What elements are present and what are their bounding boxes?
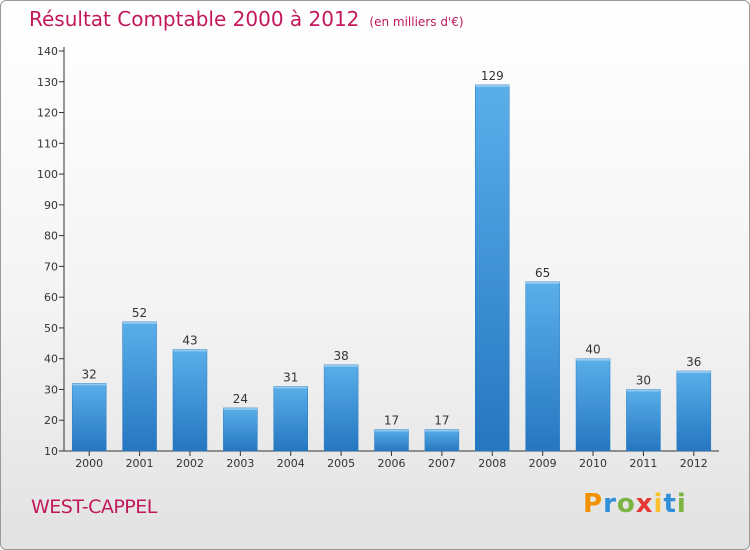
bar-highlight [223, 407, 258, 410]
y-tick-label: 10 [44, 445, 58, 458]
bar-highlight [626, 389, 661, 392]
y-tick-label: 30 [44, 383, 58, 396]
bar [676, 370, 712, 452]
y-tick-label: 20 [44, 414, 58, 427]
y-tick-label: 80 [44, 230, 58, 243]
logo-letter: t [663, 489, 677, 519]
logo-letter: i [676, 489, 687, 519]
y-tick-label: 60 [44, 291, 58, 304]
chart-title: Résultat Comptable 2000 à 2012 (en millie… [29, 7, 464, 31]
y-tick-label: 120 [37, 107, 58, 120]
bar-value-label: 65 [535, 266, 550, 280]
bar-highlight [525, 281, 560, 284]
bar [223, 407, 258, 452]
x-tick-label: 2004 [277, 457, 305, 470]
bar-value-label: 40 [585, 343, 600, 357]
bar-value-label: 30 [636, 373, 651, 387]
y-tick-label: 90 [44, 199, 58, 212]
x-tick-label: 2007 [428, 457, 456, 470]
bar-value-label: 17 [434, 413, 449, 427]
bar [424, 429, 460, 452]
bar-highlight [576, 358, 611, 361]
bar [172, 349, 208, 452]
y-tick-label: 40 [44, 353, 58, 366]
bar-highlight [424, 429, 459, 432]
bar-highlight [172, 349, 207, 352]
bar-value-label: 129 [481, 69, 504, 83]
logo-letter: o [616, 489, 636, 519]
bar-value-label: 43 [182, 333, 197, 347]
x-tick-label: 2011 [629, 457, 657, 470]
x-tick-label: 2010 [579, 457, 607, 470]
proxiti-logo[interactable]: Proxiti [583, 489, 687, 519]
x-tick-label: 2008 [478, 457, 506, 470]
x-tick-label: 2003 [226, 457, 254, 470]
bar-value-label: 31 [283, 370, 298, 384]
bar-highlight [122, 321, 157, 324]
bar [122, 321, 157, 452]
y-tick-label: 50 [44, 322, 58, 335]
chart-bars: 32 52 43 24 31 38 17 17 129 65 40 30 36 [71, 69, 712, 452]
x-tick-label: 2002 [176, 457, 204, 470]
bar-highlight [475, 84, 510, 87]
bar-highlight [72, 383, 107, 386]
bar-value-label: 38 [333, 349, 348, 363]
chart-subtitle: (en milliers d'€) [369, 15, 464, 29]
bar [475, 84, 510, 452]
bar-value-label: 36 [686, 355, 701, 369]
bar-value-label: 32 [82, 367, 97, 381]
x-tick-label: 2009 [529, 457, 557, 470]
y-tick-label: 70 [44, 260, 58, 273]
bar-value-label: 24 [233, 392, 248, 406]
x-tick-label: 2012 [680, 457, 708, 470]
chart-title-text: Résultat Comptable 2000 à 2012 [29, 7, 360, 31]
bar-highlight [374, 429, 409, 432]
logo-letter: i [653, 489, 664, 519]
bar [71, 383, 107, 452]
logo-letter: r [603, 489, 617, 519]
chart-axes: 10 20 30 40 50 60 70 80 90 100 110 120 130 140 2000 200… [37, 45, 719, 470]
bar [575, 358, 611, 452]
bar-highlight [324, 364, 359, 367]
x-tick-label: 2000 [75, 457, 103, 470]
bar-value-label: 52 [132, 306, 147, 320]
y-tick-label: 110 [37, 137, 58, 150]
bar-highlight [676, 371, 711, 373]
y-tick-label: 100 [37, 168, 58, 181]
bar [374, 429, 409, 452]
x-tick-label: 2006 [378, 457, 406, 470]
x-tick-label: 2001 [126, 457, 154, 470]
y-tick-label: 140 [37, 45, 58, 58]
x-tick-label: 2005 [327, 457, 355, 470]
y-tick-label: 130 [37, 76, 58, 89]
bar [525, 281, 560, 452]
logo-letter: x [635, 489, 654, 519]
logo-letter: P [583, 489, 604, 519]
bar-value-label: 17 [384, 413, 399, 427]
place-name: WEST-CAPPEL [31, 496, 157, 518]
bar [273, 386, 308, 452]
bar [323, 364, 359, 452]
bar [626, 389, 661, 452]
bar-highlight [273, 386, 308, 389]
